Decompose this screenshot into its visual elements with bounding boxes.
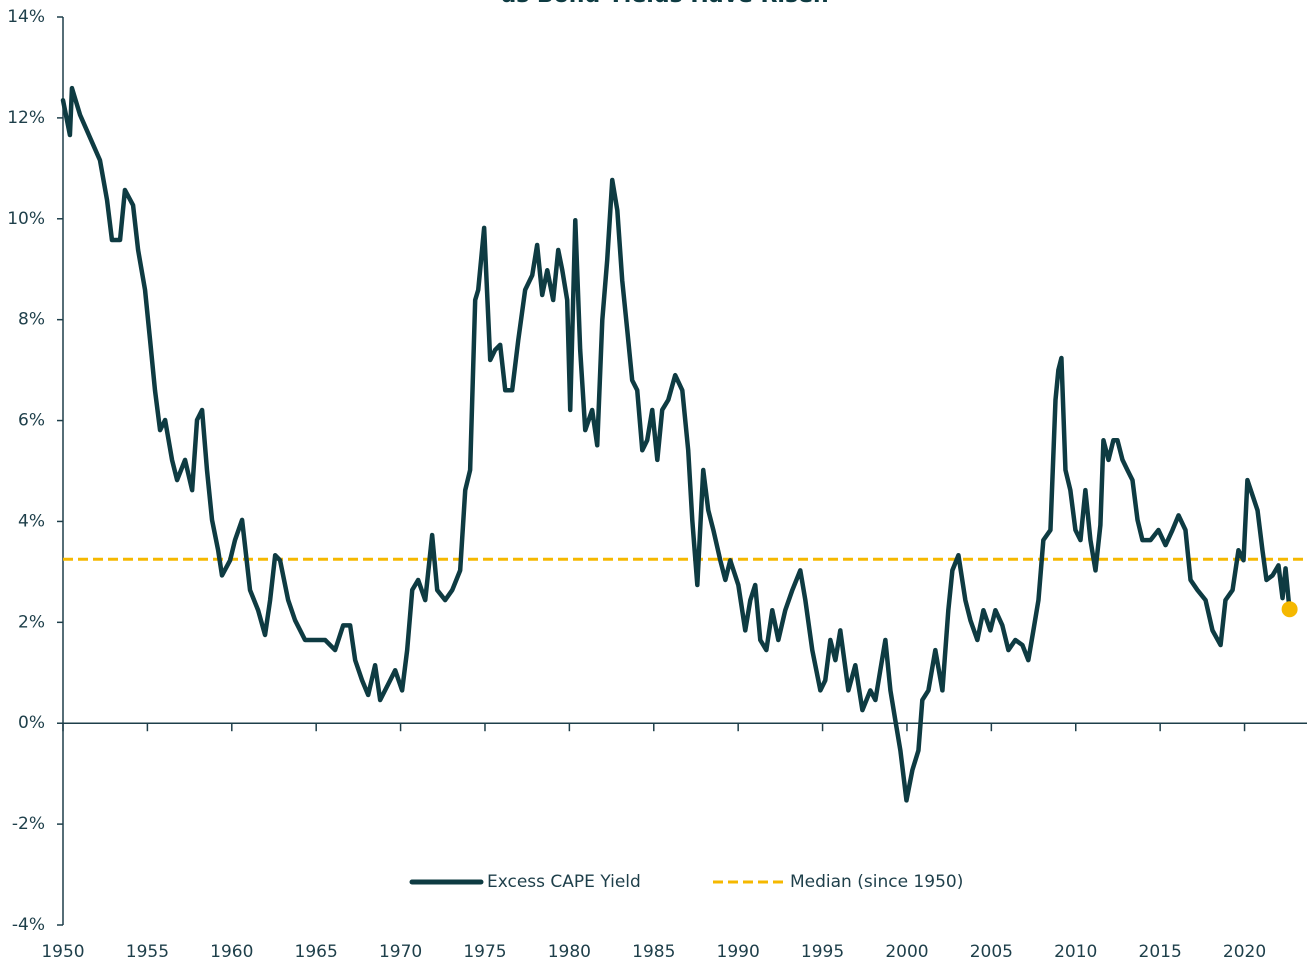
- x-tick-label: 2010: [1054, 942, 1097, 962]
- x-tick-label: 2020: [1223, 942, 1266, 962]
- y-tick-label: 8%: [18, 310, 45, 330]
- legend-label: Excess CAPE Yield: [487, 872, 641, 892]
- y-tick-label: 2%: [18, 612, 45, 632]
- chart-title: as Bond Yields Have Risen: [501, 0, 828, 8]
- x-tick-label: 1980: [548, 942, 591, 962]
- y-tick-label: 10%: [7, 209, 45, 229]
- y-tick-label: -4%: [12, 915, 45, 935]
- x-tick-label: 1995: [801, 942, 844, 962]
- x-tick-label: 1960: [210, 942, 253, 962]
- y-tick-label: 4%: [18, 511, 45, 531]
- x-tick-label: 2005: [970, 942, 1013, 962]
- x-tick-label: 1955: [126, 942, 169, 962]
- y-tick-label: 14%: [7, 7, 45, 27]
- x-tick-label: 1975: [463, 942, 506, 962]
- x-tick-label: 1985: [632, 942, 675, 962]
- y-tick-label: 0%: [18, 713, 45, 733]
- x-tick-label: 2015: [1139, 942, 1182, 962]
- legend-label: Median (since 1950): [790, 872, 963, 892]
- x-tick-label: 2000: [885, 942, 928, 962]
- series-line: [60, 85, 1292, 803]
- y-tick-label: 12%: [7, 108, 45, 128]
- end-marker: [1281, 601, 1298, 618]
- x-tick-label: 1970: [379, 942, 422, 962]
- y-tick-label: 6%: [18, 411, 45, 431]
- x-tick-label: 1990: [717, 942, 760, 962]
- y-tick-label: -2%: [12, 814, 45, 834]
- x-tick-label: 1950: [41, 942, 84, 962]
- x-tick-label: 1965: [295, 942, 338, 962]
